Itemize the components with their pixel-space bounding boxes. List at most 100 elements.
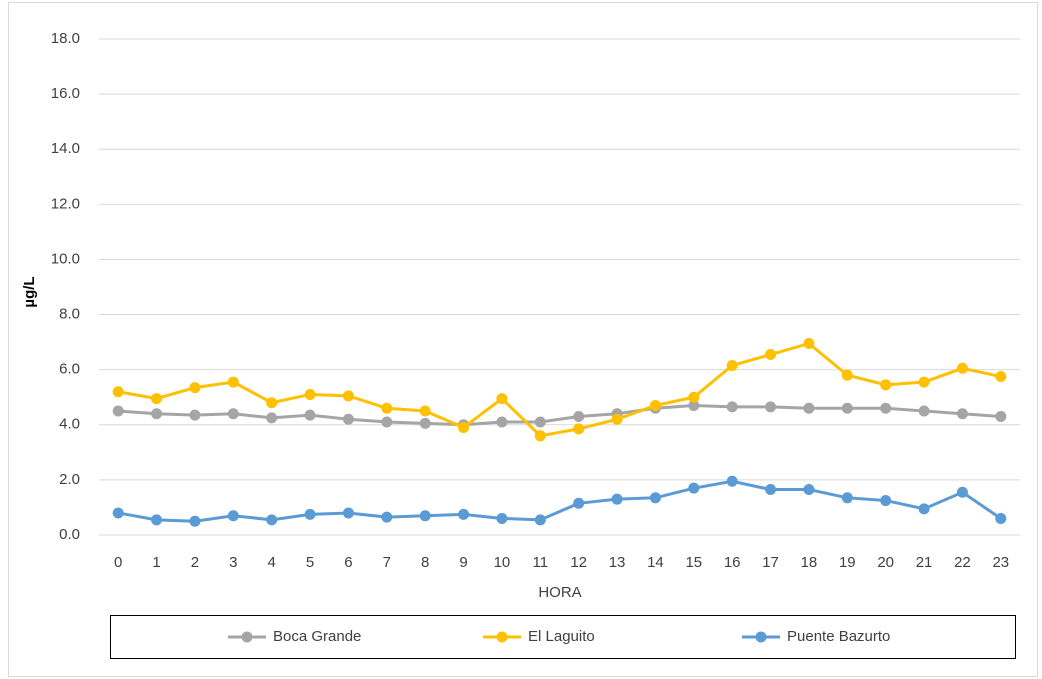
legend-box bbox=[110, 615, 1016, 659]
x-tick-label: 17 bbox=[762, 554, 779, 571]
data-point bbox=[419, 417, 431, 429]
data-point bbox=[956, 362, 968, 374]
data-point bbox=[765, 484, 777, 496]
chart-frame bbox=[8, 2, 1038, 677]
legend-label: El Laguito bbox=[528, 628, 595, 645]
data-point bbox=[381, 511, 393, 523]
series-line bbox=[117, 479, 1002, 523]
data-point bbox=[803, 484, 815, 496]
data-point bbox=[266, 397, 278, 409]
data-point bbox=[880, 379, 892, 391]
data-point bbox=[688, 399, 700, 411]
data-point bbox=[534, 430, 546, 442]
x-tick-label: 9 bbox=[459, 554, 467, 571]
x-tick-label: 11 bbox=[533, 554, 549, 571]
data-point bbox=[496, 512, 508, 524]
y-tick-label: 18.0 bbox=[51, 30, 80, 47]
x-tick-label: 4 bbox=[268, 554, 276, 571]
y-tick-label: 10.0 bbox=[51, 250, 80, 267]
data-point bbox=[266, 514, 278, 526]
x-tick-label: 0 bbox=[114, 554, 122, 571]
data-point bbox=[227, 510, 239, 522]
data-point bbox=[918, 405, 930, 417]
data-point bbox=[112, 405, 124, 417]
x-tick-label: 3 bbox=[229, 554, 237, 571]
data-point bbox=[151, 514, 163, 526]
x-tick-label: 23 bbox=[992, 554, 1009, 571]
data-point bbox=[381, 402, 393, 414]
y-tick-label: 0.0 bbox=[59, 526, 80, 543]
data-point bbox=[189, 409, 201, 421]
data-point bbox=[880, 495, 892, 507]
data-point bbox=[995, 411, 1007, 423]
data-point bbox=[880, 402, 892, 414]
data-point bbox=[227, 408, 239, 420]
data-point bbox=[496, 416, 508, 428]
data-point bbox=[342, 390, 354, 402]
data-point bbox=[841, 402, 853, 414]
data-point bbox=[266, 412, 278, 424]
x-tick-label: 14 bbox=[647, 554, 664, 571]
data-point bbox=[419, 405, 431, 417]
data-point bbox=[458, 422, 470, 434]
data-point bbox=[649, 492, 661, 504]
y-tick-label: 12.0 bbox=[51, 195, 80, 212]
data-point bbox=[688, 482, 700, 494]
data-point bbox=[918, 376, 930, 388]
x-tick-label: 15 bbox=[685, 554, 702, 571]
data-point bbox=[995, 512, 1007, 524]
legend-marker bbox=[496, 631, 508, 643]
data-point bbox=[803, 402, 815, 414]
legend-label: Boca Grande bbox=[273, 628, 361, 645]
data-point bbox=[573, 411, 585, 423]
data-point bbox=[611, 413, 623, 425]
legend-marker bbox=[241, 631, 253, 643]
data-point bbox=[765, 401, 777, 413]
legend-label: Puente Bazurto bbox=[787, 628, 890, 645]
data-point bbox=[995, 371, 1007, 383]
x-tick-label: 22 bbox=[954, 554, 971, 571]
data-point bbox=[189, 382, 201, 394]
data-point bbox=[151, 393, 163, 405]
data-point bbox=[841, 369, 853, 381]
x-tick-label: 16 bbox=[724, 554, 741, 571]
data-point bbox=[918, 503, 930, 515]
x-tick-label: 18 bbox=[801, 554, 818, 571]
y-tick-label: 2.0 bbox=[59, 471, 80, 488]
data-point bbox=[304, 409, 316, 421]
x-tick-label: 21 bbox=[916, 554, 933, 571]
data-point bbox=[726, 360, 738, 372]
y-axis-title: µg/L bbox=[21, 276, 38, 307]
x-tick-label: 12 bbox=[570, 554, 587, 571]
data-point bbox=[611, 493, 623, 505]
data-point bbox=[419, 510, 431, 522]
y-tick-label: 4.0 bbox=[59, 416, 80, 433]
data-point bbox=[841, 492, 853, 504]
series-line bbox=[118, 403, 1001, 427]
data-point bbox=[573, 423, 585, 435]
x-tick-label: 2 bbox=[191, 554, 199, 571]
x-tick-label: 20 bbox=[877, 554, 894, 571]
x-tick-label: 13 bbox=[609, 554, 626, 571]
data-point bbox=[688, 391, 700, 403]
data-point bbox=[726, 401, 738, 413]
data-point bbox=[112, 507, 124, 519]
data-point bbox=[304, 508, 316, 520]
y-tick-label: 6.0 bbox=[59, 361, 80, 378]
y-tick-label: 14.0 bbox=[51, 140, 80, 157]
x-tick-label: 5 bbox=[306, 554, 314, 571]
x-tick-label: 19 bbox=[839, 554, 856, 571]
x-tick-label: 1 bbox=[152, 554, 160, 571]
data-point bbox=[956, 486, 968, 498]
data-point bbox=[151, 408, 163, 420]
series-line bbox=[117, 341, 1002, 438]
data-point bbox=[342, 413, 354, 425]
data-point bbox=[112, 386, 124, 398]
data-point bbox=[649, 399, 661, 411]
data-point bbox=[189, 515, 201, 527]
data-point bbox=[573, 497, 585, 509]
data-point bbox=[765, 349, 777, 361]
x-tick-label: 7 bbox=[383, 554, 391, 571]
x-tick-label: 6 bbox=[344, 554, 352, 571]
